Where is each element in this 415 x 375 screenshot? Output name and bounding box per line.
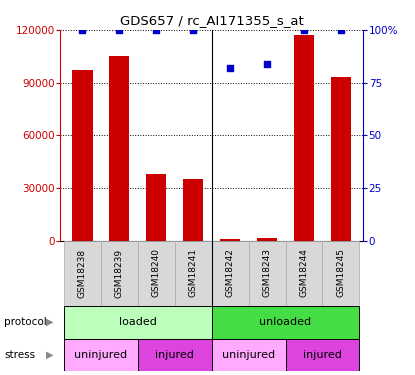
Bar [331,77,351,240]
Text: GSM18245: GSM18245 [337,248,345,297]
Point [190,27,196,33]
Bar [286,339,359,371]
Text: ▶: ▶ [46,317,54,327]
Point [79,27,85,33]
Bar [64,306,212,339]
Bar [183,179,203,240]
Bar [101,240,138,306]
Bar [249,240,286,306]
Bar [109,56,129,240]
Bar [138,339,212,371]
Point [116,27,122,33]
Point [264,61,271,67]
Point [338,27,344,33]
Bar [175,240,212,306]
Bar [257,238,277,240]
Text: uninjured: uninjured [74,350,127,360]
Text: protocol: protocol [4,317,47,327]
Text: uninjured: uninjured [222,350,275,360]
Text: GSM18239: GSM18239 [115,248,124,297]
Bar [322,240,359,306]
Text: stress: stress [4,350,35,360]
Bar [212,339,286,371]
Text: injured: injured [155,350,194,360]
Bar [146,174,166,240]
Text: GSM18240: GSM18240 [152,248,161,297]
Text: injured: injured [303,350,342,360]
Text: GSM18244: GSM18244 [300,248,308,297]
Point [227,65,234,71]
Bar [138,240,175,306]
Text: loaded: loaded [119,317,157,327]
Text: unloaded: unloaded [259,317,312,327]
Bar [220,239,240,240]
Title: GDS657 / rc_AI171355_s_at: GDS657 / rc_AI171355_s_at [120,15,303,27]
Point [153,27,159,33]
Bar [286,240,322,306]
Text: ▶: ▶ [46,350,54,360]
Bar [64,240,101,306]
Text: GSM18242: GSM18242 [226,248,234,297]
Text: GSM18238: GSM18238 [78,248,87,297]
Bar [212,240,249,306]
Bar [212,306,359,339]
Bar [64,339,138,371]
Bar [294,35,314,240]
Bar [72,70,93,240]
Point [301,27,308,33]
Text: GSM18241: GSM18241 [189,248,198,297]
Text: GSM18243: GSM18243 [263,248,271,297]
